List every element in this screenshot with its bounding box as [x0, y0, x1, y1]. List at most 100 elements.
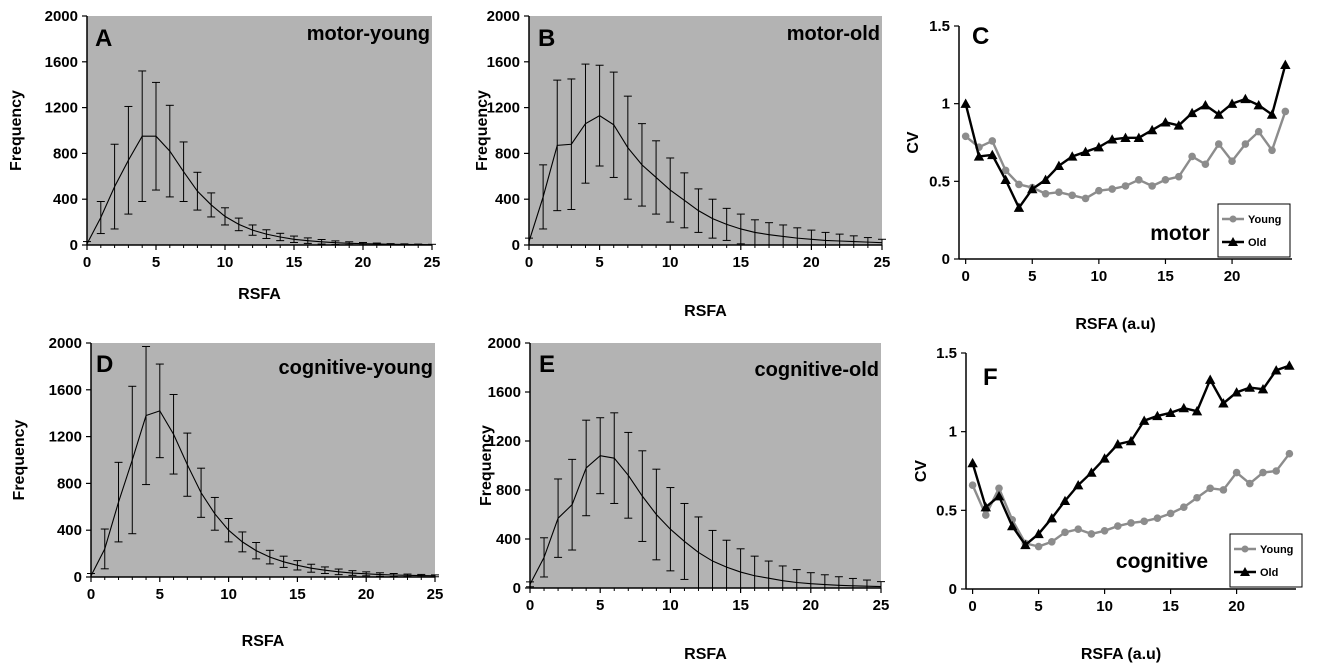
plot-area	[529, 16, 882, 245]
panel-d: 0 400 800 1200 1600 2000 0 5 10 15 20 25 RSFA Frequen…	[11, 335, 443, 650]
y-tick-label: 0	[70, 237, 78, 254]
x-tick-label: 15	[1157, 268, 1174, 285]
y-tick-label: 2000	[488, 335, 521, 352]
y-tick-label: 800	[496, 482, 521, 499]
x-axis-label: RSFA (a.u)	[1075, 316, 1155, 333]
data-point-triangle	[1226, 98, 1238, 108]
x-axis-label: RSFA (a.u)	[1081, 646, 1161, 663]
legend-marker-circle	[1229, 215, 1237, 223]
data-point-triangle	[1007, 520, 1018, 531]
data-point-circle	[1254, 127, 1263, 136]
x-tick-label: 10	[217, 254, 234, 271]
data-point-circle	[1166, 509, 1175, 518]
x-tick-label: 0	[961, 268, 969, 285]
data-point-circle	[1214, 140, 1223, 148]
x-tick-label: 15	[1162, 598, 1179, 615]
x-tick-label: 25	[427, 586, 444, 603]
y-tick-label: 0	[74, 569, 82, 586]
panel-title: motor-young	[307, 23, 430, 45]
y-tick-label: 1	[949, 424, 957, 441]
legend-marker-circle	[1241, 545, 1249, 553]
panel-c: 0 0.5 1 1.5 0 5 10 15 20 RSFA (a.u) CV Young Old Cmot…	[905, 18, 1292, 333]
data-point-triangle	[960, 98, 971, 108]
data-point-triangle	[1178, 402, 1189, 413]
data-point-circle	[1061, 528, 1069, 537]
data-point-triangle	[1013, 202, 1025, 212]
data-point-triangle	[1284, 360, 1295, 370]
data-point-circle	[1087, 530, 1096, 538]
panel-letter: B	[538, 25, 555, 52]
data-point-circle	[1268, 146, 1276, 155]
panel-f: 0 0.5 1 1.5 0 5 10 15 20 RSFA (a.u) CV Young Old Fcog…	[913, 345, 1303, 663]
series-old	[967, 360, 1295, 550]
x-tick-label: 10	[1091, 268, 1108, 285]
data-point-circle	[1114, 522, 1122, 530]
x-tick-label: 20	[355, 254, 372, 271]
x-tick-label: 5	[596, 597, 604, 614]
data-point-triangle	[1173, 120, 1184, 130]
data-point-circle	[1068, 191, 1077, 200]
panel-letter: F	[983, 364, 998, 391]
data-point-triangle	[1200, 100, 1211, 110]
y-axis-label: CV	[905, 131, 922, 154]
y-tick-label: 1600	[49, 382, 82, 399]
data-point-triangle	[1133, 132, 1145, 142]
y-tick-label: 400	[495, 191, 520, 208]
data-point-circle	[1272, 467, 1280, 475]
y-axis-label: CV	[913, 460, 930, 483]
frequency-line	[86, 135, 433, 246]
y-tick-label: 0.5	[929, 173, 950, 190]
panel-b: 0 400 800 1200 1600 2000 0 5 10 15 20 25 RSFA Frequen…	[474, 8, 890, 320]
data-point-circle	[1001, 166, 1010, 175]
data-point-triangle	[1073, 479, 1084, 490]
y-tick-label: 400	[53, 191, 78, 208]
data-point-circle	[995, 484, 1003, 493]
y-tick-label: 1200	[488, 433, 521, 450]
x-tick-label: 15	[286, 254, 303, 271]
data-point-circle	[1201, 160, 1210, 169]
data-point-circle	[1100, 526, 1109, 535]
x-tick-label: 20	[802, 597, 819, 614]
x-tick-label: 10	[662, 254, 679, 271]
x-tick-label: 10	[1096, 598, 1113, 615]
legend-label: Old	[1260, 567, 1278, 579]
data-point-triangle	[1160, 117, 1171, 127]
x-axis-label: RSFA	[684, 303, 727, 320]
data-point-triangle	[1257, 383, 1269, 394]
y-tick-label: 2000	[49, 335, 82, 352]
data-point-triangle	[1080, 146, 1091, 156]
legend-marker-triangle	[1240, 567, 1250, 576]
data-point-circle	[1081, 194, 1090, 203]
data-point-circle	[1161, 175, 1170, 184]
data-point-triangle	[1186, 107, 1198, 118]
legend-label: Young	[1248, 214, 1281, 226]
x-tick-label: 10	[662, 597, 679, 614]
data-point-triangle	[1191, 406, 1203, 416]
data-point-circle	[1180, 503, 1188, 511]
y-tick-label: 800	[53, 145, 78, 162]
y-tick-label: 800	[57, 475, 82, 492]
x-axis-label: RSFA	[242, 633, 285, 650]
panel-title: motor-old	[787, 23, 880, 45]
x-tick-label: 25	[874, 254, 891, 271]
y-tick-label: 1600	[45, 54, 78, 71]
panel-letter: E	[539, 351, 555, 378]
data-point-circle	[1219, 486, 1228, 494]
frequency-line	[529, 455, 882, 588]
x-tick-label: 25	[424, 254, 441, 271]
legend-box	[1217, 203, 1291, 258]
data-point-triangle	[993, 490, 1005, 501]
legend-box	[1229, 533, 1303, 588]
data-point-triangle	[1152, 410, 1163, 421]
series-young	[961, 107, 1290, 203]
data-point-triangle	[1271, 365, 1282, 375]
data-point-circle	[1108, 185, 1116, 193]
data-point-triangle	[1053, 160, 1065, 170]
y-tick-label: 0	[512, 237, 520, 254]
data-point-triangle	[967, 457, 978, 468]
data-point-circle	[1153, 514, 1162, 522]
data-point-circle	[1135, 175, 1143, 184]
x-tick-label: 20	[1224, 268, 1241, 285]
frequency-line	[528, 114, 883, 244]
data-point-circle	[1140, 517, 1148, 526]
